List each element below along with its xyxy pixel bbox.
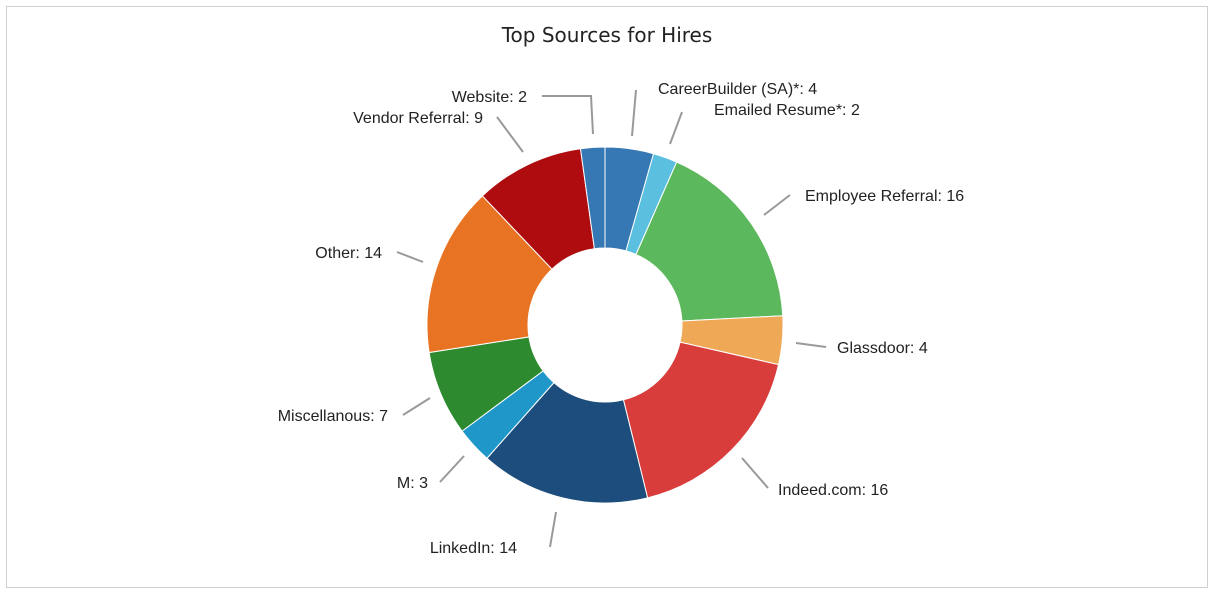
leader-line: [542, 95, 594, 135]
slice-linkedin[interactable]: [486, 381, 649, 504]
slice-label: M: 3: [397, 475, 428, 492]
slice-label: Other: 14: [315, 245, 382, 262]
slice-label: Glassdoor: 4: [837, 340, 928, 357]
chart-title: Top Sources for Hires: [501, 23, 713, 47]
slice-employee-referral[interactable]: [635, 161, 784, 322]
slice-label: Miscellanous: 7: [278, 408, 388, 425]
leader-line: [631, 89, 637, 137]
leader-line: [549, 511, 557, 548]
leader-line: [795, 342, 827, 348]
slice-label: Indeed.com: 16: [778, 482, 888, 499]
slice-label: Vendor Referral: 9: [353, 110, 483, 127]
slice-label: LinkedIn: 14: [430, 540, 517, 557]
slice-label: Emailed Resume*: 2: [714, 102, 860, 119]
leader-line: [496, 116, 524, 153]
slice-label: Employee Referral: 16: [805, 188, 964, 205]
slice-label: Website: 2: [452, 89, 527, 106]
slice-label: CareerBuilder (SA)*: 4: [658, 81, 817, 98]
leader-line: [741, 457, 769, 489]
leader-line: [669, 111, 683, 145]
leader-line: [402, 397, 431, 416]
leader-line: [439, 455, 465, 483]
slice-indeed-com[interactable]: [622, 341, 780, 499]
leader-line: [396, 251, 424, 263]
slice-other[interactable]: [426, 195, 553, 354]
leader-line: [763, 194, 791, 216]
slice-website[interactable]: [579, 146, 606, 250]
